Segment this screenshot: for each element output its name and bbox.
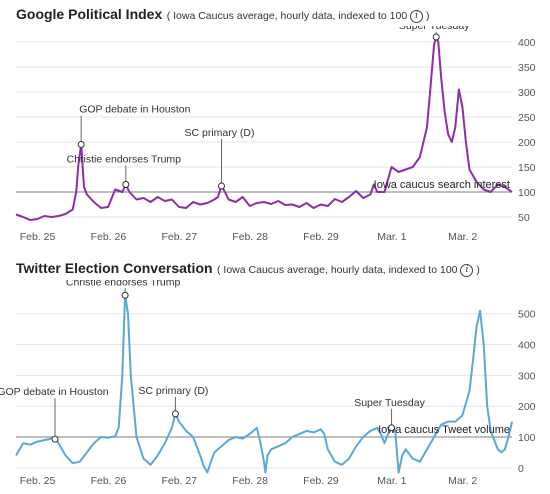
y-tick-label: 200: [518, 401, 536, 413]
annotation-marker[interactable]: [171, 410, 179, 418]
chart-subtitle: Iowa Caucus average, hourly data, indexe…: [173, 10, 408, 22]
x-tick-label: Feb. 27: [161, 475, 197, 487]
y-tick-label: 400: [518, 340, 536, 352]
x-tick-label: Feb. 29: [303, 231, 339, 243]
annotation-label: SC primary (D): [184, 127, 254, 139]
y-tick-label: 150: [518, 162, 536, 174]
annotation-label: Super Tuesday: [354, 397, 425, 409]
annotation-label: Christie endorses Trump: [66, 280, 181, 288]
y-tick-label: 400: [518, 37, 536, 49]
annotation-marker[interactable]: [77, 141, 85, 148]
twitter-chart-title: Twitter Election Conversation ( Iowa Cau…: [16, 260, 480, 277]
x-tick-label: Mar. 1: [377, 231, 406, 243]
y-tick-label: 250: [518, 112, 536, 124]
y-tick-label: 300: [518, 370, 536, 382]
baseline-label: Iowa caucus Tweet volume: [378, 424, 510, 436]
annotation-label: GOP debate in Houston: [79, 104, 190, 116]
y-tick-label: 100: [518, 187, 536, 199]
x-tick-label: Feb. 29: [303, 475, 339, 487]
baseline-label: Iowa caucus search interest: [374, 179, 510, 191]
annotation-label: Super Tuesday: [399, 26, 470, 32]
x-tick-label: Feb. 27: [161, 231, 197, 243]
y-tick-label: 500: [518, 309, 536, 321]
y-tick-label: 300: [518, 87, 536, 99]
annotation-label: SC primary (D): [138, 385, 208, 397]
x-tick-label: Mar. 2: [448, 475, 477, 487]
twitter-line-chart: 0 100 200 300 400 500 Feb. 25 Feb. 26 Feb. 27 Feb…: [0, 280, 536, 487]
y-tick-label: 100: [518, 432, 536, 444]
google-political-index-panel: Google Political Index ( Iowa Caucus ave…: [15, 6, 536, 243]
chart-title: Google Political Index: [16, 6, 163, 22]
annotation-marker[interactable]: [388, 424, 396, 432]
annotation-marker[interactable]: [432, 33, 440, 41]
x-tick-label: Feb. 26: [91, 231, 127, 243]
info-icon[interactable]: i: [410, 10, 424, 23]
twitter-election-conversation-panel: Twitter Election Conversation ( Iowa Cau…: [0, 252, 550, 494]
x-tick-label: Feb. 26: [91, 475, 127, 487]
annotation-marker[interactable]: [51, 435, 59, 443]
annotation-label: Christie endorses Trump: [67, 154, 182, 166]
y-tick-label: 0: [518, 463, 524, 475]
annotation-marker[interactable]: [121, 291, 129, 299]
x-tick-label: Mar. 1: [377, 475, 406, 487]
x-tick-label: Feb. 28: [232, 475, 268, 487]
x-tick-label: Feb. 28: [232, 231, 268, 243]
google-line-chart: 50 100 150 200 250 300 350 400 Feb. 25 Feb. 26 Feb…: [15, 26, 536, 243]
info-icon[interactable]: i: [460, 264, 474, 277]
google-chart-title: Google Political Index ( Iowa Caucus ave…: [16, 6, 430, 23]
chart-title: Twitter Election Conversation: [16, 260, 213, 276]
x-tick-label: Feb. 25: [20, 475, 56, 487]
annotation-label: GOP debate in Houston: [0, 386, 109, 398]
y-tick-label: 200: [518, 137, 536, 149]
annotation-marker[interactable]: [217, 182, 225, 190]
x-tick-label: Feb. 25: [20, 231, 56, 243]
chart-subtitle: Iowa Caucus average, hourly data, indexe…: [223, 264, 458, 276]
series-line: [15, 36, 513, 221]
x-tick-label: Mar. 2: [448, 231, 477, 243]
y-tick-label: 50: [518, 212, 530, 224]
annotation-marker[interactable]: [122, 181, 130, 188]
y-tick-label: 350: [518, 62, 536, 74]
series-line: [15, 294, 513, 474]
